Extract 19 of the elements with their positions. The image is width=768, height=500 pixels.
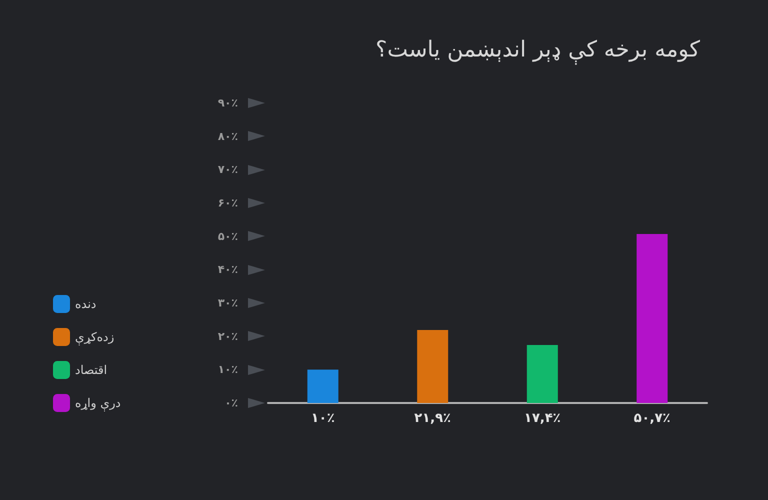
- chart-title: کومه برخه کې ډېر اندېښمن یاست؟: [376, 38, 701, 66]
- y-tick-label: ۶۰٪: [218, 196, 238, 210]
- y-tick-label: ۸۰٪: [218, 130, 238, 143]
- y-tick-label: ۱۰٪: [218, 363, 238, 376]
- y-tick-label: ۳۰٪: [218, 296, 238, 310]
- data-label: ۱۷,۴٪: [524, 411, 561, 426]
- y-tick-label: ۹۰٪: [218, 96, 238, 110]
- y-tick-label: ۲۰٪: [218, 330, 238, 343]
- data-label: ۲۱,۹٪: [414, 411, 452, 426]
- legend-label: اقتصاد: [75, 363, 108, 377]
- data-label: ۱۰٪: [310, 411, 335, 426]
- data-label: ۵۰,۷٪: [634, 411, 671, 426]
- y-tick-label: ۵۰٪: [218, 230, 238, 243]
- y-tick-label: ۰٪: [224, 396, 238, 410]
- y-tick-label: ۷۰٪: [218, 163, 238, 176]
- y-tick-label: ۴۰٪: [218, 263, 238, 276]
- legend-label: زده‌کړې: [75, 330, 114, 346]
- legend-label: دنده: [75, 297, 96, 311]
- legend-label: درې واړه: [75, 396, 121, 412]
